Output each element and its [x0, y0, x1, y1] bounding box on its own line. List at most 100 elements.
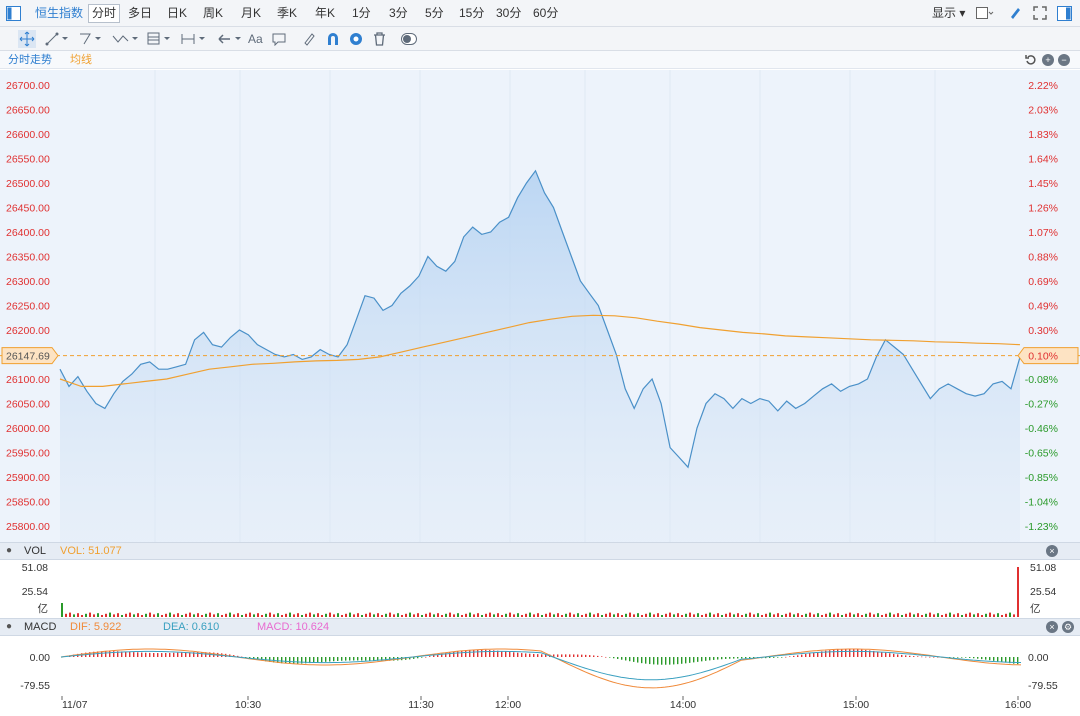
- wave-tool-icon[interactable]: [111, 31, 141, 47]
- vol-tick-label: 25.54: [22, 586, 48, 598]
- tab-6[interactable]: 季K: [277, 6, 298, 20]
- tab-10[interactable]: 5分: [425, 6, 444, 20]
- pct-tick-label: 1.83%: [1028, 129, 1058, 141]
- channel-tool-icon[interactable]: [78, 31, 104, 47]
- macd-settings-icon[interactable]: ⚙: [1062, 621, 1074, 633]
- eye-icon[interactable]: [349, 32, 363, 46]
- collapse-macd-icon[interactable]: ●: [6, 621, 13, 632]
- tab-12[interactable]: 30分: [496, 6, 522, 20]
- macd-bar: [457, 651, 459, 657]
- macd-bar: [449, 652, 451, 657]
- vol-bar: [373, 614, 375, 617]
- fullscreen-icon[interactable]: [1033, 6, 1047, 20]
- vol-bar: [253, 614, 255, 617]
- layout-icon[interactable]: [976, 7, 994, 20]
- vol-bar: [437, 613, 439, 617]
- reset-icon[interactable]: [1025, 54, 1037, 66]
- macd-value: MACD: 10.624: [257, 621, 330, 633]
- macd-bar: [481, 649, 483, 657]
- vol-bar: [721, 615, 723, 617]
- vol-bar: [141, 615, 143, 617]
- close-macd-icon[interactable]: ×: [1046, 621, 1058, 633]
- text-tool[interactable]: Aa: [248, 32, 263, 46]
- tab-2[interactable]: 多日: [128, 6, 153, 20]
- macd-bar: [769, 657, 771, 659]
- macd-bar: [201, 652, 203, 657]
- vol-bar: [793, 614, 795, 617]
- magnet-icon[interactable]: [326, 32, 340, 46]
- tab-4[interactable]: 周K: [203, 6, 224, 20]
- pen-icon[interactable]: [1008, 6, 1022, 20]
- comment-tool-icon[interactable]: [272, 32, 286, 46]
- vol-bar: [177, 613, 179, 617]
- tab-0[interactable]: 恒生指数: [35, 6, 84, 20]
- macd-bar: [957, 657, 959, 658]
- fib-tool-icon[interactable]: [146, 31, 174, 47]
- macd-right-min: -79.55: [1028, 680, 1058, 692]
- macd-chart[interactable]: 0.00 -79.55 0.00 -79.55: [0, 636, 1080, 696]
- sidebar-toggle-icon[interactable]: [6, 6, 21, 21]
- vol-bar: [113, 614, 115, 617]
- volume-chart[interactable]: 51.08 25.54 亿 51.08 25.54 亿: [0, 560, 1080, 618]
- macd-bar: [709, 657, 711, 661]
- time-tick-label: 11/07: [62, 699, 88, 711]
- vol-bar: [857, 613, 859, 617]
- collapse-icon[interactable]: ●: [6, 545, 13, 556]
- vol-bar: [789, 612, 791, 617]
- close-vol-icon[interactable]: ×: [1046, 545, 1058, 557]
- macd-bar: [633, 657, 635, 662]
- vol-bar: [673, 614, 675, 617]
- macd-bar: [253, 657, 255, 660]
- macd-bar: [369, 657, 371, 661]
- macd-bar: [613, 657, 615, 659]
- vol-bar: [945, 613, 947, 617]
- range-tool-icon[interactable]: [180, 31, 210, 47]
- price-line: [59, 169, 1021, 469]
- zoom-out-icon[interactable]: −: [1058, 54, 1070, 66]
- vol-bar: [669, 612, 671, 617]
- tab-8[interactable]: 1分: [352, 6, 371, 20]
- arrow-tool-icon[interactable]: [216, 31, 244, 47]
- trash-icon[interactable]: [373, 32, 386, 46]
- display-menu[interactable]: 显示 ▾: [932, 6, 966, 20]
- macd-bar: [841, 649, 843, 657]
- vol-bar: [921, 615, 923, 617]
- macd-bar: [433, 655, 435, 657]
- macd-bar: [621, 657, 623, 660]
- macd-bar: [553, 654, 555, 657]
- move-tool-icon[interactable]: [18, 30, 36, 48]
- vol-bar: [873, 614, 875, 617]
- vol-bar: [217, 613, 219, 617]
- vol-bar: [93, 614, 95, 617]
- tab-3[interactable]: 日K: [167, 6, 188, 20]
- toggle-icon[interactable]: [401, 33, 417, 45]
- vol-label: VOL: [24, 545, 47, 557]
- window-icon[interactable]: [1057, 6, 1072, 21]
- macd-bar: [685, 657, 687, 664]
- eraser-icon[interactable]: [302, 32, 316, 46]
- tab-5[interactable]: 月K: [241, 6, 262, 20]
- tab-1[interactable]: 分时: [88, 4, 121, 23]
- vol-right-tick-label: 25.54: [1030, 586, 1056, 598]
- vol-tick-label: 亿: [38, 602, 49, 615]
- price-chart[interactable]: 26700.00 26650.00 26600.00 26550.00 26500.00…: [0, 70, 1080, 542]
- macd-bar: [513, 652, 515, 657]
- price-tick-label: 25950.00: [6, 448, 50, 460]
- macd-bar: [665, 657, 667, 665]
- line-tool-icon[interactable]: [45, 31, 71, 47]
- tab-13[interactable]: 60分: [533, 6, 559, 20]
- macd-bar: [581, 654, 583, 657]
- vol-bar: [529, 612, 531, 617]
- vol-bar: [817, 613, 819, 617]
- vol-bar: [585, 613, 587, 617]
- macd-bar: [461, 650, 463, 657]
- macd-bar: [813, 652, 815, 657]
- vol-bar: [813, 614, 815, 617]
- tab-9[interactable]: 3分: [389, 6, 408, 20]
- tab-11[interactable]: 15分: [459, 6, 485, 20]
- price-area: [60, 170, 1020, 542]
- vol-bar: [521, 615, 523, 617]
- tab-7[interactable]: 年K: [315, 6, 336, 20]
- zoom-in-icon[interactable]: +: [1042, 54, 1054, 66]
- vol-bar: [273, 614, 275, 617]
